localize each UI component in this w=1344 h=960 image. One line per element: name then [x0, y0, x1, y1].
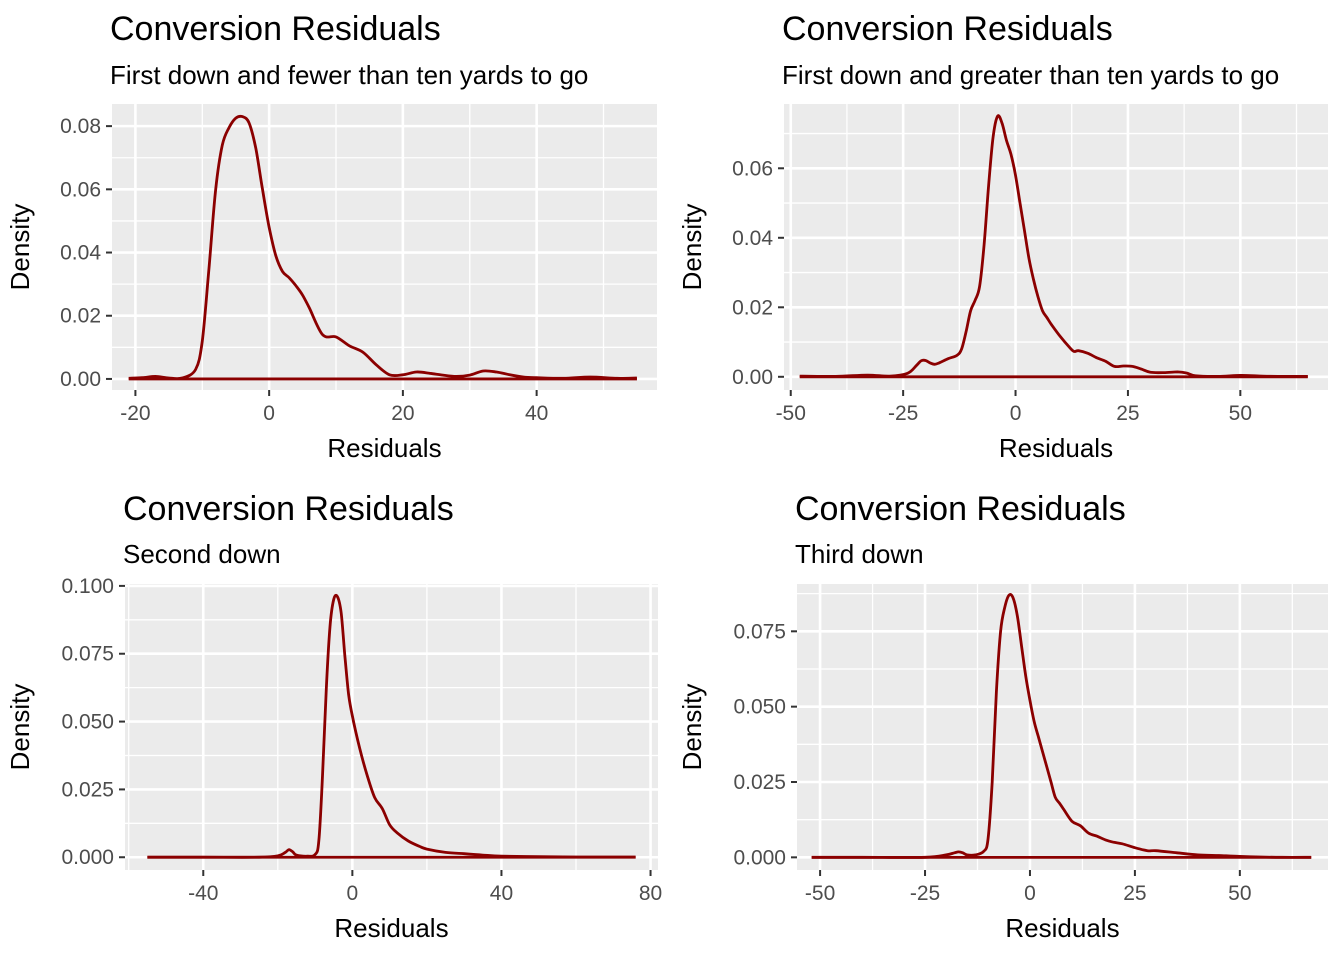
- y-axis-title: Density: [5, 204, 35, 291]
- y-tick-label: 0.050: [733, 696, 786, 719]
- y-axis-title: Density: [677, 684, 707, 771]
- x-tick-label: 40: [525, 402, 548, 425]
- plot-background: [784, 104, 1328, 390]
- x-tick-label: 25: [1116, 402, 1139, 425]
- y-axis-title: Density: [5, 684, 35, 771]
- y-tick-label: 0.04: [60, 242, 101, 265]
- chart-panel-3: Conversion Residuals Second down -40 0 40 80 0…: [5, 490, 662, 943]
- y-tick-label: 0.06: [60, 178, 101, 201]
- y-tick-label: 0.02: [732, 296, 773, 319]
- chart-panel-1: Conversion Residuals First down and fewer…: [5, 10, 657, 463]
- plot-background: [797, 584, 1328, 870]
- density-curve: [128, 114, 637, 381]
- y-tick-label: 0.06: [732, 157, 773, 180]
- chart-title: Conversion Residuals: [110, 10, 441, 48]
- y-tick-label: 0.000: [61, 846, 114, 869]
- y-tick-label: 0.075: [61, 643, 114, 666]
- y-tick-label: 0.04: [732, 227, 773, 250]
- y-tick-label: 0.025: [61, 778, 114, 801]
- x-tick-label: 50: [1229, 402, 1252, 425]
- y-tick-label: 0.000: [733, 846, 786, 869]
- y-tick-label: 0.050: [61, 711, 114, 734]
- x-tick-label: 0: [1024, 882, 1036, 905]
- x-tick-label: 40: [490, 882, 513, 905]
- x-tick-label: 0: [1010, 402, 1022, 425]
- density-curve: [811, 593, 1312, 859]
- chart-subtitle: First down and fewer than ten yards to g…: [110, 60, 588, 90]
- chart-title: Conversion Residuals: [123, 490, 454, 528]
- x-tick-label: -20: [120, 402, 150, 425]
- plot-background: [125, 584, 658, 870]
- x-tick-label: -25: [888, 402, 918, 425]
- chart-panel-4: Conversion Residuals Third down -50 -25 0 25 5…: [677, 490, 1328, 943]
- y-tick-label: 0.08: [60, 115, 101, 138]
- chart-title: Conversion Residuals: [795, 490, 1126, 528]
- x-tick-label: -50: [776, 402, 806, 425]
- y-tick-label: 0.025: [733, 771, 786, 794]
- density-curve: [799, 114, 1308, 378]
- chart-subtitle: First down and greater than ten yards to…: [782, 60, 1279, 90]
- x-axis-title: Residuals: [334, 913, 448, 943]
- x-axis-title: Residuals: [1005, 913, 1119, 943]
- density-curve: [147, 593, 636, 859]
- chart-subtitle: Second down: [123, 539, 281, 569]
- chart-title: Conversion Residuals: [782, 10, 1113, 48]
- x-axis-title: Residuals: [999, 433, 1113, 463]
- x-tick-label: 50: [1228, 882, 1251, 905]
- x-tick-label: 80: [639, 882, 662, 905]
- x-tick-label: 0: [347, 882, 359, 905]
- x-tick-label: -50: [805, 882, 835, 905]
- chart-subtitle: Third down: [795, 539, 924, 569]
- x-tick-label: 20: [391, 402, 414, 425]
- y-tick-label: 0.100: [61, 575, 114, 598]
- x-axis-title: Residuals: [327, 433, 441, 463]
- y-tick-label: 0.02: [60, 305, 101, 328]
- x-tick-label: 0: [263, 402, 275, 425]
- y-tick-label: 0.00: [60, 368, 101, 391]
- y-tick-label: 0.075: [733, 620, 786, 643]
- chart-panel-2: Conversion Residuals First down and great…: [677, 10, 1328, 463]
- y-tick-label: 0.00: [732, 366, 773, 389]
- x-tick-label: -25: [910, 882, 940, 905]
- x-tick-label: -40: [188, 882, 218, 905]
- y-axis-title: Density: [677, 204, 707, 291]
- x-tick-label: 25: [1123, 882, 1146, 905]
